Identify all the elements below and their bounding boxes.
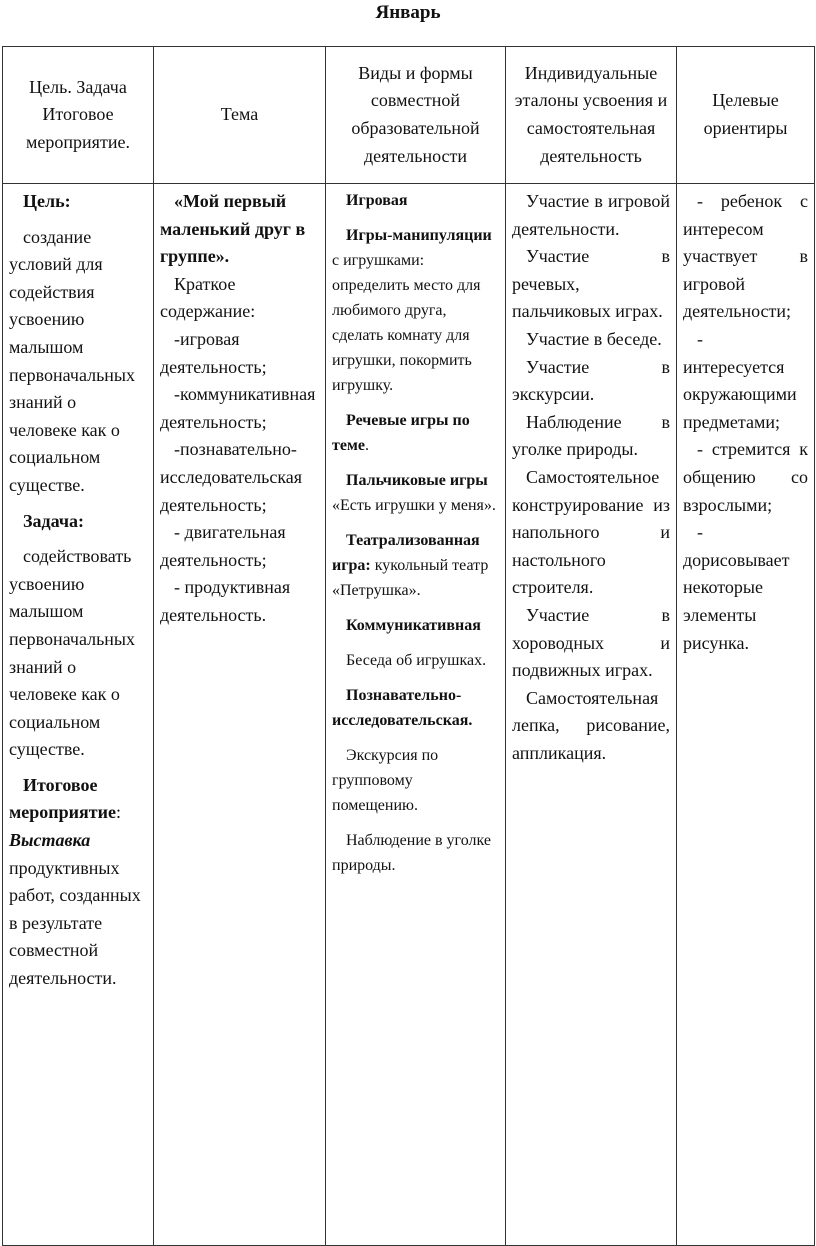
paragraph: - ребенок с интересом участвует в игрово… bbox=[683, 188, 808, 326]
text-run: - стремится к общению со взрослыми; bbox=[683, 439, 808, 515]
table-header-row: Цель. Задача Итоговое мероприятие. Тема … bbox=[2, 46, 815, 184]
text-run: Театрализованная игра: bbox=[332, 532, 480, 574]
text-run: - ребенок с интересом участвует в игрово… bbox=[683, 191, 808, 322]
text-run: Игровая bbox=[346, 192, 408, 209]
cell-target-guidelines: - ребенок с интересом участвует в игрово… bbox=[676, 183, 815, 1246]
paragraph: - интересуется окружающими предметами; bbox=[683, 326, 808, 436]
paragraph: -познавательно-исследовательская деятель… bbox=[160, 436, 319, 519]
paragraph: Наблюдение в уголке природы. bbox=[332, 828, 499, 878]
paragraph: Пальчиковые игры «Есть игрушки у меня». bbox=[332, 468, 499, 518]
text-run: Речевые игры по теме bbox=[332, 412, 470, 454]
paragraph: Итоговое мероприятие: Выставка продуктив… bbox=[9, 772, 147, 993]
text-run: . bbox=[364, 437, 369, 454]
paragraph: создание условий для содействия усвоению… bbox=[9, 224, 147, 500]
paragraph: Участие в экскурсии. bbox=[512, 354, 670, 409]
cell-goal: Цель: создание условий для содействия усв… bbox=[2, 183, 154, 1246]
cell-activity-forms: Игровая Игры-манипуляции с игрушками: опр… bbox=[325, 183, 506, 1246]
paragraph: содействовать усвоению малышом первонача… bbox=[9, 543, 147, 764]
paragraph: - стремится к общению со взрослыми; bbox=[683, 436, 808, 519]
paragraph: Задача: bbox=[9, 508, 147, 536]
paragraph: Театрализованная игра: кукольный театр «… bbox=[332, 528, 499, 603]
text-run: Беседа об игрушках. bbox=[346, 652, 487, 669]
text-run: - двигательная деятельность; bbox=[160, 522, 286, 570]
header-individual-standards: Индивидуальные эталоны усвоения и самост… bbox=[505, 46, 677, 184]
table-row: Цель: создание условий для содействия усв… bbox=[2, 183, 815, 1246]
paragraph: Беседа об игрушках. bbox=[332, 648, 499, 673]
paragraph: Игровая bbox=[332, 188, 499, 213]
text-run: - продуктивная деятельность. bbox=[160, 577, 291, 625]
text-run: Участие в экскурсии. bbox=[512, 356, 670, 405]
text-run: Участие в игровой деятельности. bbox=[512, 191, 670, 239]
paragraph: Речевые игры по теме. bbox=[332, 408, 499, 458]
paragraph: Участие в речевых, пальчиковых играх. bbox=[512, 243, 670, 326]
paragraph: Самостоятельное конструирование из напол… bbox=[512, 464, 670, 602]
text-run: Участие в хороводных и подвижных играх. bbox=[512, 604, 670, 681]
text-run: - дорисовывает некоторые элементы рисунк… bbox=[683, 522, 790, 653]
paragraph: Коммуникативная bbox=[332, 613, 499, 638]
header-topic: Тема bbox=[153, 46, 326, 184]
text-run: : bbox=[115, 802, 121, 823]
text-run: Выставка bbox=[9, 830, 91, 851]
text-run: -познавательно-исследовательская деятель… bbox=[160, 439, 303, 515]
text-run: Наблюдение в уголке природы. bbox=[332, 832, 491, 874]
text-run: «Мой первый маленький друг в группе». bbox=[160, 191, 306, 267]
text-run: Коммуникативная bbox=[346, 617, 481, 634]
cell-individual-standards: Участие в игровой деятельности. Участие в… bbox=[505, 183, 677, 1246]
text-run: -коммуникативная деятельность; bbox=[160, 384, 316, 432]
paragraph: Экскурсия по групповому помещению. bbox=[332, 743, 499, 818]
paragraph: Участие в хороводных и подвижных играх. bbox=[512, 602, 670, 685]
text-run: кукольный театр «Петрушка». bbox=[332, 557, 489, 599]
text-run: содействовать усвоению малышом первонача… bbox=[9, 546, 136, 760]
text-run: -игровая деятельность; bbox=[160, 328, 267, 377]
paragraph: Участие в игровой деятельности. bbox=[512, 188, 670, 243]
text-run: - интересуется окружающими предметами; bbox=[683, 328, 797, 432]
text-run: Самостоятельная лепка, рисование, апплик… bbox=[512, 687, 670, 763]
paragraph: - двигательная деятельность; bbox=[160, 519, 319, 574]
text-run: Познавательно-исследовательская. bbox=[332, 687, 473, 729]
page-title: Январь bbox=[375, 2, 441, 23]
paragraph: «Мой первый маленький друг в группе». bbox=[160, 188, 319, 271]
plan-table: Цель. Задача Итоговое мероприятие. Тема … bbox=[2, 46, 815, 1246]
text-run: Экскурсия по групповому помещению. bbox=[332, 747, 439, 814]
paragraph: - продуктивная деятельность. bbox=[160, 574, 319, 629]
header-activity-forms: Виды и формы совместной образовательной … bbox=[325, 46, 506, 184]
paragraph: Игры-манипуляции с игрушками: определить… bbox=[332, 223, 499, 398]
text-run: Задача: bbox=[23, 510, 85, 531]
text-run: Пальчиковые игры bbox=[346, 472, 488, 489]
text-run: Самостоятельное конструирование из напол… bbox=[512, 466, 670, 598]
text-run: с игрушками: определить место для любимо… bbox=[332, 252, 481, 394]
header-goal: Цель. Задача Итоговое мероприятие. bbox=[2, 46, 154, 184]
text-run: Игры-манипуляции bbox=[346, 227, 492, 244]
paragraph: Краткое содержание: bbox=[160, 271, 319, 326]
cell-topic: «Мой первый маленький друг в группе». Кра… bbox=[153, 183, 326, 1246]
paragraph: -игровая деятельность; bbox=[160, 326, 319, 381]
header-target-guidelines: Целевые ориентиры bbox=[676, 46, 815, 184]
text-run: продуктивных работ, созданных в результа… bbox=[9, 857, 141, 989]
paragraph: Цель: bbox=[9, 188, 147, 216]
text-run: Наблюдение в уголке природы. bbox=[512, 411, 670, 460]
text-run: «Есть игрушки у меня». bbox=[332, 497, 496, 514]
text-run: создание условий для содействия усвоению… bbox=[9, 226, 136, 495]
paragraph: Наблюдение в уголке природы. bbox=[512, 409, 670, 464]
paragraph: - дорисовывает некоторые элементы рисунк… bbox=[683, 519, 808, 657]
paragraph: Участие в беседе. bbox=[512, 326, 670, 354]
text-run: Цель: bbox=[23, 191, 71, 211]
text-run: Итоговое мероприятие bbox=[9, 774, 116, 823]
paragraph: Познавательно-исследовательская. bbox=[332, 683, 499, 733]
text-run: Участие в речевых, пальчиковых играх. bbox=[512, 246, 670, 322]
text-run: Краткое содержание: bbox=[160, 273, 256, 322]
text-run: Участие в беседе. bbox=[526, 328, 662, 349]
paragraph: Самостоятельная лепка, рисование, апплик… bbox=[512, 685, 670, 768]
paragraph: -коммуникативная деятельность; bbox=[160, 381, 319, 436]
